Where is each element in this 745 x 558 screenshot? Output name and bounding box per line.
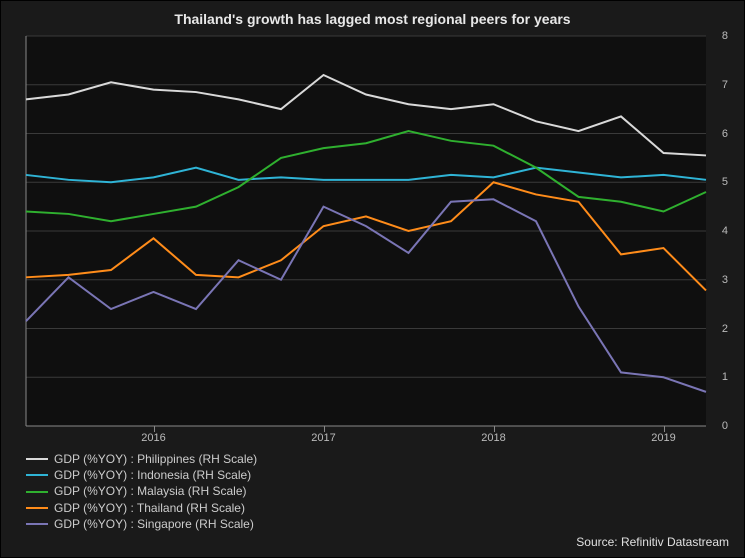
legend-label: GDP (%YOY) : Thailand (RH Scale): [54, 500, 245, 516]
x-axis-label: 2018: [481, 432, 505, 444]
legend: GDP (%YOY) : Philippines (RH Scale)GDP (…: [26, 451, 257, 532]
series-indonesia: [26, 168, 706, 183]
series-singapore: [26, 199, 706, 392]
y-axis-label: 4: [722, 225, 728, 237]
y-axis-label: 0: [722, 420, 728, 432]
legend-item: GDP (%YOY) : Thailand (RH Scale): [26, 500, 257, 516]
legend-label: GDP (%YOY) : Indonesia (RH Scale): [54, 467, 251, 483]
chart-container: Thailand's growth has lagged most region…: [0, 0, 745, 558]
legend-swatch: [26, 507, 48, 509]
x-axis-label: 2016: [141, 432, 165, 444]
legend-item: GDP (%YOY) : Philippines (RH Scale): [26, 451, 257, 467]
chart-svg: [26, 36, 706, 426]
legend-item: GDP (%YOY) : Indonesia (RH Scale): [26, 467, 257, 483]
x-axis-label: 2019: [651, 432, 675, 444]
legend-swatch: [26, 458, 48, 460]
y-axis-label: 1: [722, 371, 728, 383]
y-axis-label: 7: [722, 79, 728, 91]
legend-item: GDP (%YOY) : Malaysia (RH Scale): [26, 483, 257, 499]
legend-label: GDP (%YOY) : Philippines (RH Scale): [54, 451, 257, 467]
legend-label: GDP (%YOY) : Malaysia (RH Scale): [54, 483, 247, 499]
legend-item: GDP (%YOY) : Singapore (RH Scale): [26, 516, 257, 532]
legend-swatch: [26, 474, 48, 476]
y-axis-label: 2: [722, 323, 728, 335]
chart-title: Thailand's growth has lagged most region…: [1, 11, 744, 27]
source-label: Source: Refinitiv Datastream: [576, 535, 729, 549]
legend-label: GDP (%YOY) : Singapore (RH Scale): [54, 516, 254, 532]
y-axis-label: 6: [722, 128, 728, 140]
series-thailand: [26, 182, 706, 290]
legend-swatch: [26, 523, 48, 525]
x-axis-label: 2017: [311, 432, 335, 444]
y-axis-label: 8: [722, 30, 728, 42]
legend-swatch: [26, 491, 48, 493]
y-axis-label: 3: [722, 274, 728, 286]
plot-area: 0123456782016201720182019: [26, 36, 706, 426]
y-axis-label: 5: [722, 176, 728, 188]
